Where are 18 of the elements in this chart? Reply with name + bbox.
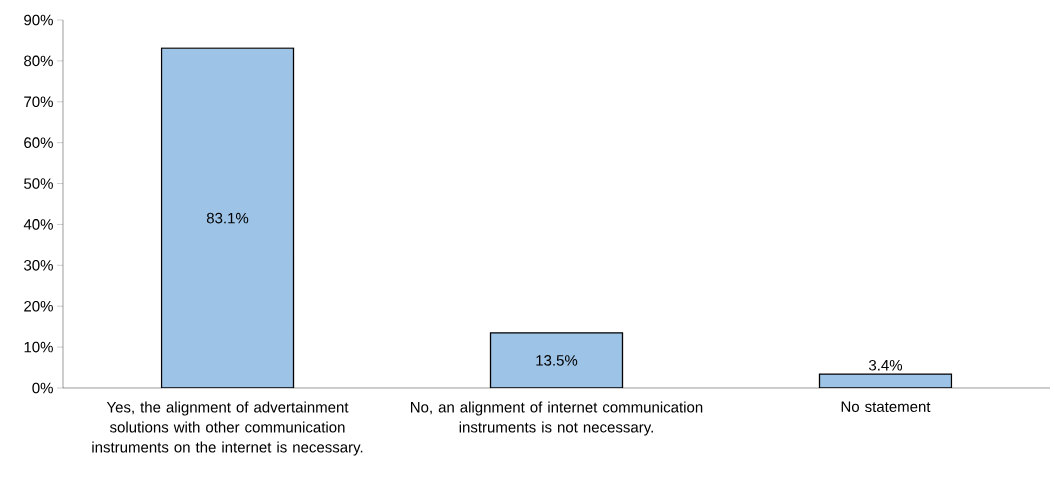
data-label: 13.5% — [536, 355, 578, 366]
bar — [160, 47, 295, 388]
y-tick-label: 20% — [24, 300, 53, 312]
data-label: 3.4% — [868, 359, 903, 371]
x-tick-label: No statement — [841, 401, 931, 412]
x-tick-label: No, an alignment of internet communication instruments is not necessary. — [410, 401, 703, 436]
y-tick-label: 30% — [24, 260, 53, 271]
y-tick-label: 80% — [24, 55, 53, 67]
y-tick-label: 90% — [24, 14, 53, 26]
data-label: 83.1% — [206, 212, 249, 224]
bar — [489, 332, 624, 388]
y-tick-label: 40% — [23, 219, 53, 230]
y-tick-label: 60% — [24, 137, 53, 148]
y-tick-label: 50% — [24, 178, 53, 189]
x-tick-label: Yes, the alignment of advertainment solutions with other communication instruments on the internet is necessary. — [92, 401, 363, 456]
y-tick-label: 10% — [24, 341, 53, 353]
y-tick-label: 70% — [24, 96, 53, 108]
y-tick-label: 0% — [32, 382, 53, 394]
